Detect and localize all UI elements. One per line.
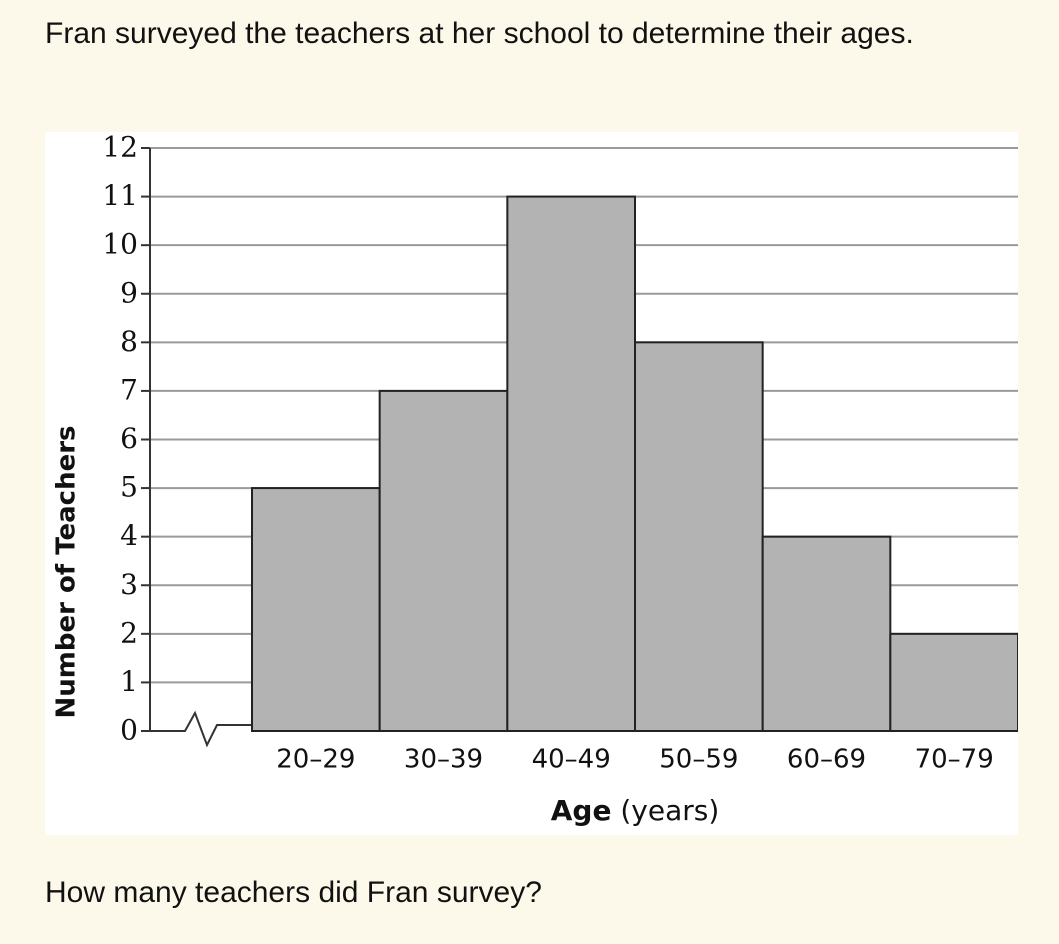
x-axis-title-unit: (years)	[620, 794, 719, 827]
y-tick-label: 0	[120, 714, 138, 747]
x-axis-title: Age (years)	[551, 794, 720, 827]
x-axis-title-main: Age	[551, 794, 612, 827]
chart: Number of Teachers Age (years) 012345678…	[45, 132, 1018, 835]
x-tick-label: 50–59	[659, 745, 738, 775]
y-tick-label: 5	[120, 471, 138, 504]
y-tick-label: 3	[120, 568, 138, 601]
bar	[634, 341, 764, 732]
y-tick-label: 9	[120, 276, 138, 309]
bar	[889, 632, 1018, 733]
y-tick-label: 10	[102, 228, 138, 261]
y-tick-label: 8	[120, 325, 138, 358]
y-tick-label: 11	[102, 179, 138, 212]
x-tick-label: 70–79	[915, 745, 994, 775]
x-tick-label: 60–69	[787, 745, 866, 775]
y-tick-label: 7	[120, 373, 138, 406]
x-tick-label: 30–39	[404, 745, 483, 775]
bar	[506, 195, 637, 733]
y-tick-label: 2	[120, 616, 138, 649]
bar	[761, 535, 892, 732]
y-tick-label: 6	[120, 422, 138, 455]
axis-break	[150, 710, 252, 748]
x-tick-label: 20–29	[276, 745, 355, 775]
question-intro: Fran surveyed the teachers at her school…	[45, 17, 914, 50]
question: How many teachers did Fran survey?	[45, 876, 542, 909]
y-tick-label: 1	[120, 665, 138, 698]
y-axis-title: Number of Teachers	[52, 425, 82, 718]
y-tick-label: 12	[102, 132, 138, 164]
x-tick-label: 40–49	[532, 745, 611, 775]
y-tick-label: 4	[120, 519, 138, 552]
bar	[378, 389, 509, 732]
bar	[251, 487, 381, 733]
